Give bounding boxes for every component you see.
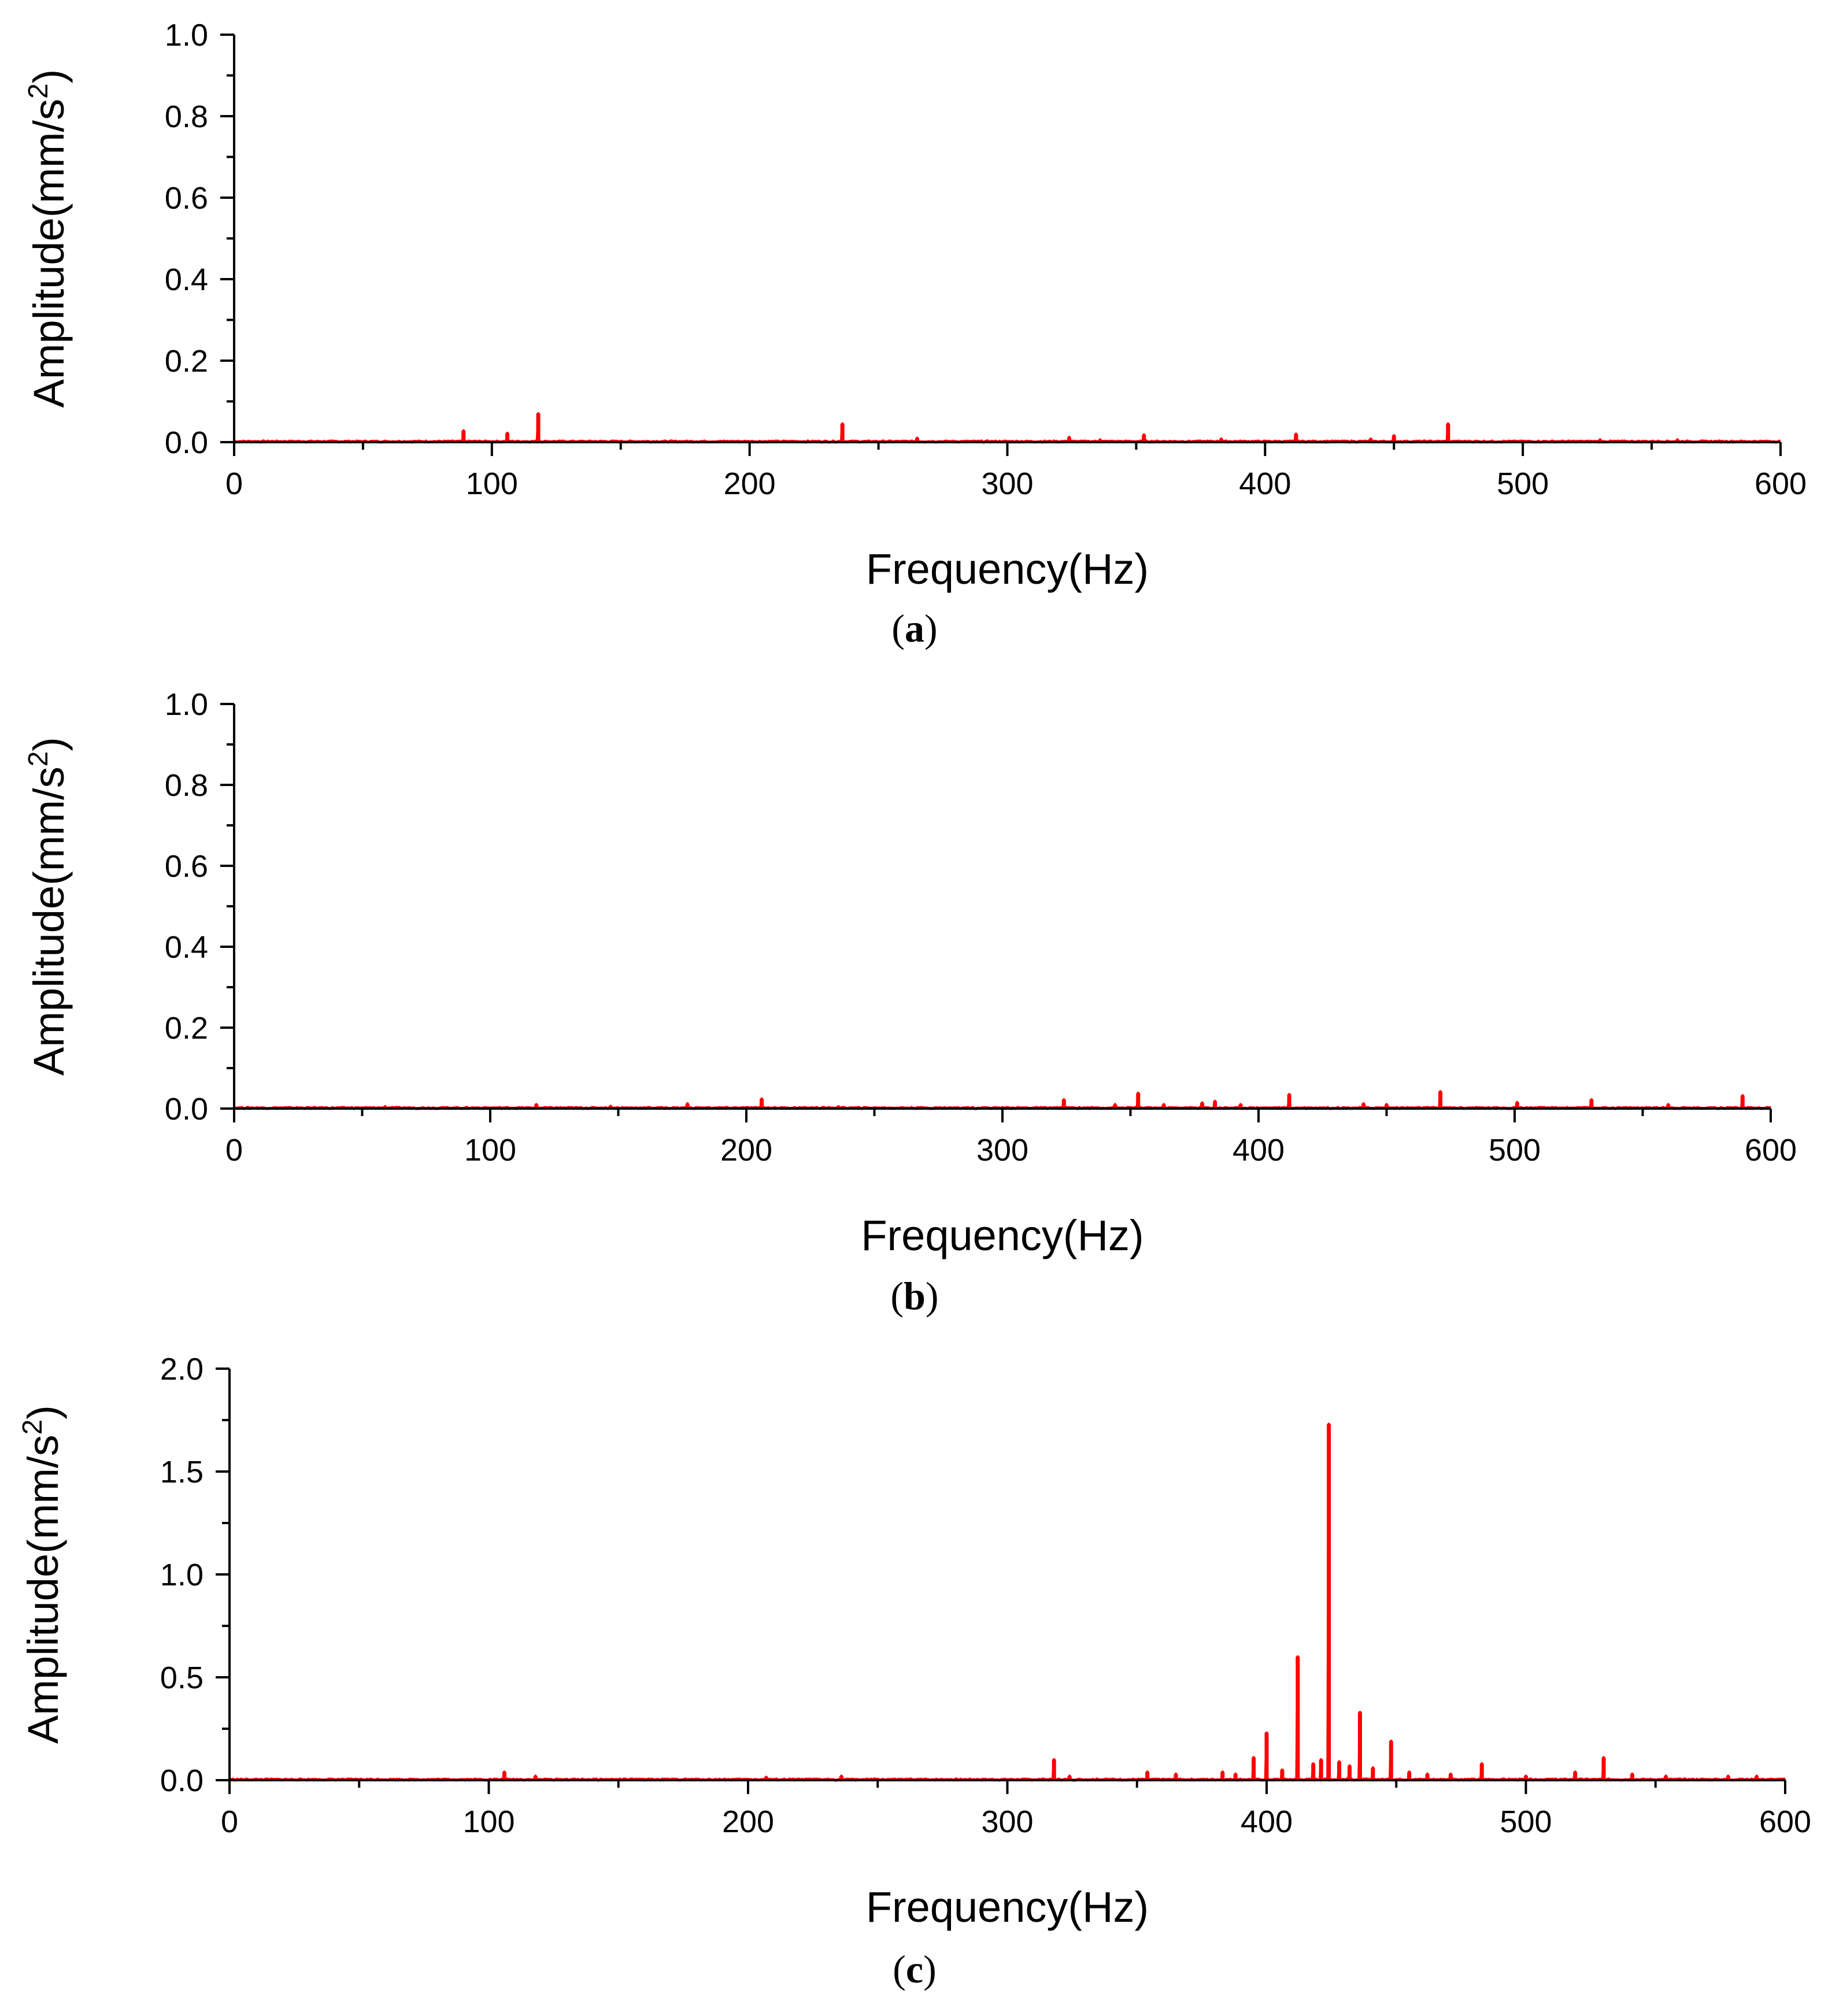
y-axis-title-superscript: 2 xyxy=(23,751,54,767)
y-axis-title-superscript: 2 xyxy=(23,83,54,99)
panel-label-letter: c xyxy=(906,1947,923,1991)
x-tick-label: 100 xyxy=(464,1133,516,1168)
x-tick-label: 100 xyxy=(466,466,518,501)
y-axis-title-end: ) xyxy=(19,1405,67,1420)
x-tick-label: 200 xyxy=(724,466,776,501)
y-axis-title-main: Amplitude(mm/s xyxy=(25,766,73,1076)
signal-trace xyxy=(229,1422,1786,1782)
x-tick-label: 200 xyxy=(720,1133,772,1168)
panel-label: (a) xyxy=(891,606,937,650)
x-tick-label: 200 xyxy=(722,1804,774,1839)
panel-label-letter: a xyxy=(905,606,924,650)
panel-c: 0 100 200 300 400 500 600 0.0 0.5 1.0 1.5 2.0 Freque… xyxy=(17,1352,1811,1991)
panel-label: (b) xyxy=(890,1274,938,1318)
x-tick-label: 600 xyxy=(1759,1804,1811,1839)
y-tick-label: 0.4 xyxy=(165,262,208,297)
x-tick-label: 500 xyxy=(1497,466,1549,501)
x-tick-label: 400 xyxy=(1241,1804,1293,1839)
x-tick-label: 0 xyxy=(221,1804,238,1839)
x-tick-label: 300 xyxy=(981,466,1033,501)
y-tick-label: 0.0 xyxy=(160,1763,203,1798)
x-tick-label: 300 xyxy=(981,1804,1033,1839)
y-axis-title: Amplitude(mm/s2) xyxy=(17,1405,67,1744)
y-tick-label: 1.5 xyxy=(160,1455,203,1489)
y-tick-label: 0.5 xyxy=(160,1661,203,1695)
y-axis-title-end: ) xyxy=(25,69,73,84)
y-axis-title-main: Amplitude(mm/s xyxy=(25,99,73,408)
x-tick-label: 0 xyxy=(225,1133,243,1168)
y-axis-title: Amplitude(mm/s2) xyxy=(23,737,73,1076)
y-axis-title-end: ) xyxy=(25,737,73,751)
panel-label-letter: b xyxy=(904,1274,926,1318)
y-tick-label: 1.0 xyxy=(165,18,208,53)
y-tick-label: 0.0 xyxy=(165,425,208,460)
y-tick-label: 1.0 xyxy=(160,1558,203,1592)
x-tick-label: 100 xyxy=(462,1804,515,1839)
signal-trace xyxy=(234,1090,1771,1110)
x-tick-label: 400 xyxy=(1233,1133,1285,1168)
y-tick-label: 0.2 xyxy=(165,1011,208,1046)
x-tick-label: 500 xyxy=(1500,1804,1552,1839)
x-tick-label: 600 xyxy=(1745,1133,1797,1168)
y-tick-label: 2.0 xyxy=(160,1352,203,1387)
x-tick-label: 500 xyxy=(1489,1133,1541,1168)
y-tick-label: 0.6 xyxy=(165,849,208,884)
x-tick-label: 0 xyxy=(225,466,243,501)
panel-label: (c) xyxy=(893,1947,937,1991)
y-tick-label: 0.0 xyxy=(165,1092,208,1126)
y-axis-title-superscript: 2 xyxy=(17,1420,48,1435)
x-axis-title: Frequency(Hz) xyxy=(866,1883,1149,1931)
panel-b: 0 100 200 300 400 500 600 0.0 0.2 0.4 0.6 0.8 1.0 Fre… xyxy=(23,687,1797,1318)
signal-trace xyxy=(234,412,1781,444)
x-tick-label: 600 xyxy=(1755,466,1807,501)
y-tick-label: 0.8 xyxy=(165,99,208,134)
y-tick-label: 1.0 xyxy=(165,687,208,722)
y-tick-label: 0.8 xyxy=(165,768,208,803)
x-axis-title: Frequency(Hz) xyxy=(866,545,1149,593)
y-axis-title-main: Amplitude(mm/s xyxy=(19,1435,67,1744)
x-axis-title: Frequency(Hz) xyxy=(861,1211,1143,1259)
x-tick-label: 400 xyxy=(1239,466,1291,501)
y-tick-label: 0.6 xyxy=(165,181,208,216)
y-axis-title: Amplitude(mm/s2) xyxy=(23,69,73,408)
x-tick-label: 300 xyxy=(976,1133,1028,1168)
y-tick-label: 0.2 xyxy=(165,344,208,379)
y-tick-label: 0.4 xyxy=(165,930,208,965)
panel-a: 0 100 200 300 400 500 600 0.0 0.2 0.4 0.6 0.8 1.0 Fre… xyxy=(23,18,1807,650)
